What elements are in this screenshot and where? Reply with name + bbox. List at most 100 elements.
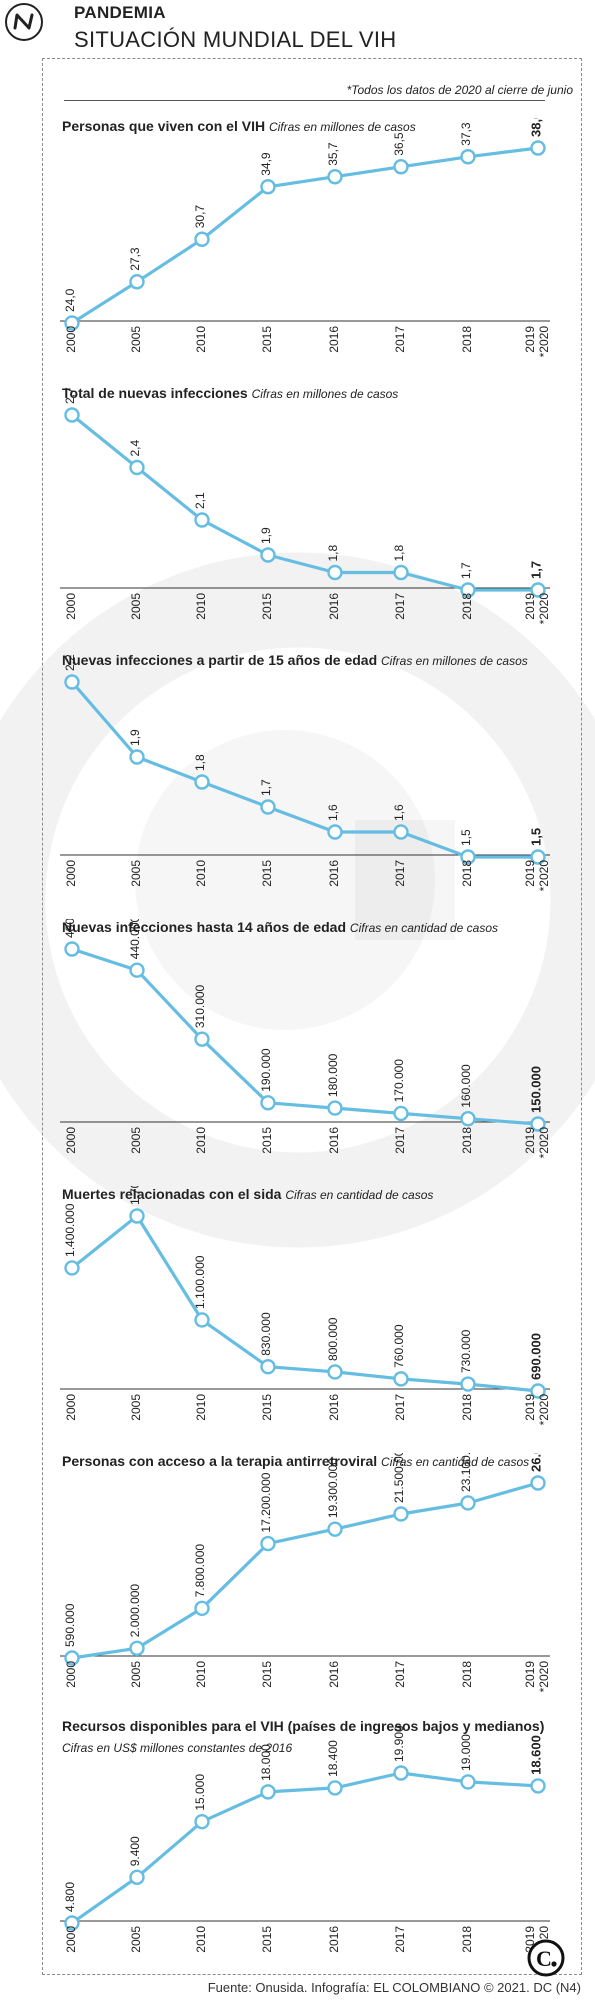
data-point (460, 149, 476, 165)
x-tick-label: 2000 (64, 1926, 78, 1953)
data-label: 36,5 (392, 132, 406, 156)
x-tick-label: 2015 (260, 1926, 274, 1953)
x-tick-label: 2019 (523, 1394, 537, 1421)
x-tick-label: 2018 (460, 1926, 474, 1953)
x-tick-label: *2020 (537, 593, 551, 625)
data-point (64, 1260, 80, 1276)
chart-aids-deaths: Muertes relacionadas con el sida Cifras … (52, 1186, 572, 1451)
data-point (530, 582, 546, 598)
data-label: 19.000 (459, 1734, 473, 1771)
x-tick-label: *2020 (537, 860, 551, 892)
data-point (327, 169, 343, 185)
x-tick-label: 2000 (64, 860, 78, 887)
data-point (327, 1521, 343, 1537)
x-tick-label: 2015 (260, 1127, 274, 1154)
data-label: 15.000 (193, 1774, 207, 1811)
data-point (460, 1376, 476, 1392)
x-tick-label: 2000 (64, 1394, 78, 1421)
data-label: 1,5 (459, 829, 473, 846)
x-tick-label: 2010 (194, 593, 208, 620)
data-point (327, 1780, 343, 1796)
data-point (327, 824, 343, 840)
chart-subtitle: Cifras en US$ millones constantes de 201… (62, 1741, 293, 1755)
chart-plot: 480.000 2000 440.000 2005 310.000 2010 190.000… (60, 919, 551, 1158)
data-point (194, 1031, 210, 1047)
data-point (64, 407, 80, 423)
data-point (194, 1312, 210, 1328)
x-tick-label: 2015 (260, 326, 274, 353)
data-point (460, 582, 476, 598)
x-tick-label: 2019 (523, 326, 537, 353)
series-line (70, 413, 538, 592)
data-point (129, 1640, 145, 1656)
chart-title: Personas con acceso a la terapia antirre… (62, 1453, 530, 1469)
data-label: 34,9 (259, 152, 273, 176)
data-point (393, 1371, 409, 1387)
x-tick-label: 2015 (260, 1661, 274, 1688)
chart-art-access: Personas con acceso a la terapia antirre… (52, 1453, 572, 1718)
x-tick-label: 2010 (194, 1127, 208, 1154)
data-point (194, 774, 210, 790)
data-point (393, 564, 409, 581)
data-label: 310.000 (193, 984, 207, 1028)
data-label: 1,8 (193, 754, 207, 771)
chart-title: Nuevas infecciones a partir de 15 años d… (62, 652, 528, 668)
data-point (530, 1116, 546, 1132)
data-point (460, 1110, 476, 1127)
kicker: PANDEMIA (74, 3, 166, 22)
data-label: 2,4 (128, 439, 142, 456)
data-label: 19.900 (392, 1725, 406, 1762)
data-label: 1,7 (528, 561, 543, 579)
x-tick-label: 2005 (129, 326, 143, 353)
data-point (393, 1506, 409, 1522)
data-point (64, 1915, 80, 1931)
data-label: 1,9 (259, 527, 273, 544)
data-point (393, 1765, 409, 1781)
series-line (71, 1481, 539, 1660)
data-point (530, 1475, 546, 1491)
chart-plot: 2,2 2000 1,9 2005 1,8 2010 1,7 2015 1,6 2016 1,6 20… (60, 654, 551, 892)
x-tick-label: 2018 (460, 1661, 474, 1688)
n-logo-icon (5, 3, 43, 41)
data-label: 30,7 (193, 205, 207, 229)
divider (64, 100, 545, 101)
x-tick-label: 2018 (460, 860, 474, 887)
data-label: 480.000 (63, 919, 77, 938)
x-tick-label: 2019 (523, 1127, 537, 1154)
chart-title: Nuevas infecciones hasta 14 años de edad… (62, 919, 498, 935)
chart-plot: 4.800 2000 9.400 2005 15.000 2010 18.000 2015 18… (60, 1725, 551, 1957)
data-label: 7.800.000 (193, 1544, 207, 1598)
data-label: 19.300.000 (326, 1458, 340, 1518)
svg-text:C: C (536, 1946, 552, 1971)
x-tick-label: 2017 (393, 326, 407, 353)
infographic-frame (42, 58, 582, 1975)
x-tick-label: 2016 (327, 1394, 341, 1421)
data-label: 2.000.000 (128, 1584, 142, 1638)
data-point (194, 512, 210, 528)
x-tick-label: 2015 (260, 593, 274, 620)
x-tick-label: 2005 (129, 860, 143, 887)
chart-people-living: Personas que viven con el VIH Cifras en … (52, 118, 572, 383)
x-tick-label: *2020 (537, 1394, 551, 1426)
x-tick-label: 2017 (393, 1394, 407, 1421)
series-line (71, 146, 539, 325)
chart-title: Personas que viven con el VIH Cifras en … (62, 118, 416, 134)
data-point (260, 1535, 276, 1552)
data-label: 590.000 (63, 1603, 77, 1647)
data-label: 9.400 (128, 1836, 142, 1866)
x-tick-label: 2000 (64, 593, 78, 620)
data-label: 180.000 (326, 1053, 340, 1097)
data-point (64, 1650, 80, 1666)
data-point (194, 1813, 210, 1830)
data-label: 690.000 (528, 1333, 543, 1380)
x-tick-label: 2017 (393, 1926, 407, 1953)
x-tick-label: 2005 (129, 1394, 143, 1421)
x-tick-label: 2019 (523, 593, 537, 620)
chart-plot: 1.400.000 2000 1.700.000 2005 1.100.000 2010 8… (60, 1186, 551, 1426)
chart-new-infections-under14: Nuevas infecciones hasta 14 años de edad… (52, 919, 572, 1184)
x-tick-label: 2000 (64, 326, 78, 353)
series-line (71, 1214, 539, 1393)
x-tick-label: 2005 (129, 593, 143, 620)
data-point (260, 547, 276, 563)
data-label: 38,0 (528, 118, 543, 137)
